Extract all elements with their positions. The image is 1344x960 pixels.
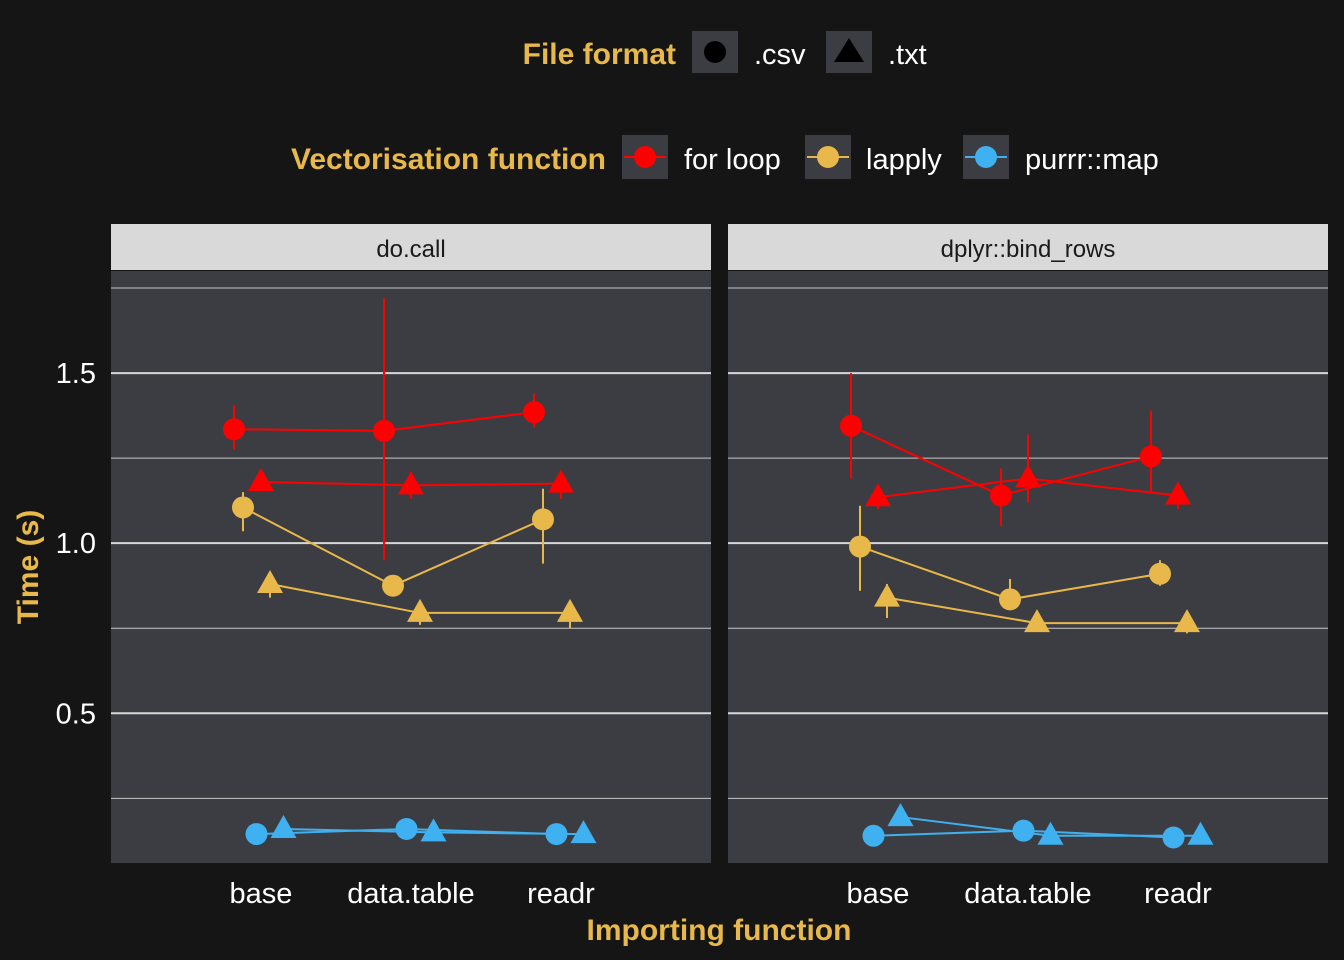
series-for-loop-csv	[223, 298, 545, 561]
data-point	[840, 414, 862, 437]
legend-vectorisation: Vectorisation function for loop lapply p…	[291, 135, 1159, 179]
data-point	[1024, 609, 1050, 633]
series-lapply-csv	[849, 505, 1171, 611]
data-point	[1165, 481, 1191, 505]
panel-strip-label: dplyr::bind_rows	[941, 236, 1116, 263]
data-point	[1149, 562, 1171, 585]
data-point	[1015, 464, 1041, 488]
data-point	[420, 818, 447, 842]
data-point	[373, 419, 395, 442]
data-point	[532, 508, 554, 531]
circle-icon	[817, 146, 839, 168]
data-point	[248, 467, 274, 491]
data-point	[570, 820, 597, 844]
legend-vectorisation-title: Vectorisation function	[291, 143, 606, 176]
y-tick-label: 0.5	[56, 698, 96, 730]
data-point	[270, 814, 297, 838]
x-tick-label: readr	[527, 878, 595, 910]
circle-icon	[634, 146, 656, 168]
data-point	[874, 583, 900, 607]
data-point	[548, 469, 574, 493]
x-axis-title: Importing function	[587, 914, 852, 947]
data-point	[1140, 445, 1162, 468]
data-point	[382, 574, 404, 597]
data-point	[990, 484, 1012, 507]
panel-strip	[111, 224, 711, 270]
panel-strip-label: do.call	[376, 236, 445, 263]
x-tick-label: data.table	[964, 878, 1091, 910]
data-point	[887, 803, 914, 827]
panel-strip	[728, 224, 1328, 270]
legend-file-format: File format .csv .txt	[523, 31, 927, 73]
y-tick-label: 1.0	[56, 528, 96, 560]
data-point	[523, 401, 545, 424]
x-tick-label: base	[230, 878, 293, 910]
circle-icon	[704, 41, 726, 63]
data-point	[1012, 819, 1035, 842]
data-point	[232, 496, 254, 519]
panel-background	[728, 271, 1328, 863]
legend-label-csv: .csv	[754, 39, 806, 71]
data-point	[862, 824, 885, 847]
circle-icon	[975, 146, 997, 168]
x-tick-label: data.table	[347, 878, 474, 910]
y-tick-label: 1.5	[56, 358, 96, 390]
series-purrr-map-txt	[887, 803, 1214, 845]
series-purrr-map-txt	[270, 814, 597, 844]
legend-label-for-loop: for loop	[684, 144, 781, 176]
data-point	[223, 418, 245, 441]
panel-do-call: do.call base data.table readr	[111, 224, 711, 910]
data-point	[1174, 609, 1200, 633]
y-axis-title: Time (s)	[12, 510, 45, 624]
data-point	[865, 483, 891, 507]
panel-background	[111, 271, 711, 863]
legend-label-purrr-map: purrr::map	[1025, 144, 1159, 176]
legend-file-format-title: File format	[523, 38, 676, 71]
triangle-icon	[834, 38, 864, 62]
data-point	[257, 570, 283, 594]
data-point	[1187, 821, 1214, 845]
data-point	[407, 598, 433, 622]
series-for-loop-txt	[248, 467, 574, 499]
series-for-loop-txt	[865, 434, 1191, 510]
x-tick-label: base	[847, 878, 910, 910]
series-lapply-csv	[232, 488, 554, 597]
data-point	[1162, 826, 1185, 849]
data-point	[395, 817, 418, 840]
series-lapply-txt	[257, 570, 583, 629]
x-tick-label: readr	[1144, 878, 1212, 910]
data-point	[398, 471, 424, 495]
series-for-loop-csv	[840, 373, 1162, 527]
data-point	[849, 535, 871, 558]
legend-label-lapply: lapply	[866, 144, 942, 176]
data-point	[999, 588, 1021, 611]
data-point	[1037, 821, 1064, 845]
series-lapply-txt	[874, 583, 1200, 634]
legend-label-txt: .txt	[888, 39, 927, 71]
data-point	[245, 823, 268, 846]
series-purrr-map-csv	[862, 819, 1185, 849]
data-point	[557, 598, 583, 622]
